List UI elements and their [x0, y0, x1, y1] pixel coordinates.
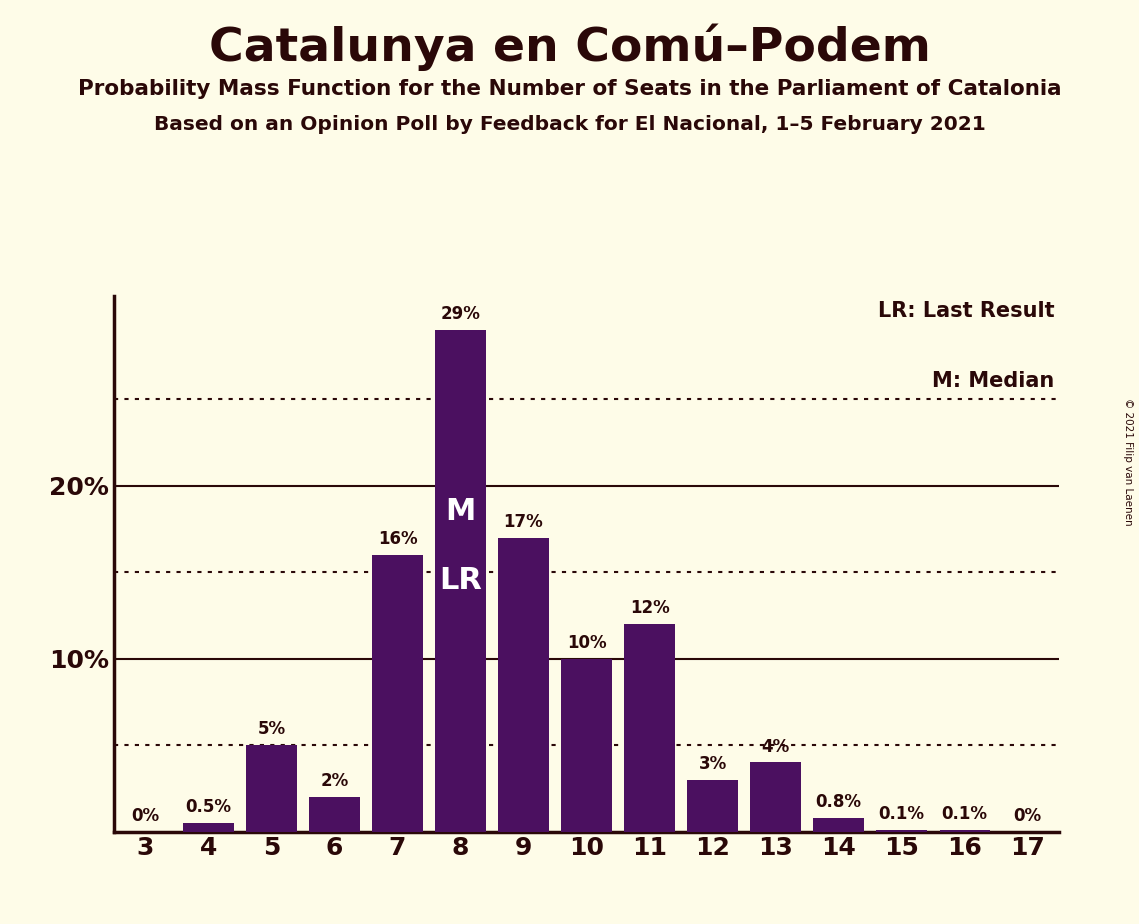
Text: 0.1%: 0.1% [878, 805, 925, 823]
Text: 0.8%: 0.8% [816, 793, 862, 811]
Text: Catalunya en Comú–Podem: Catalunya en Comú–Podem [208, 23, 931, 70]
Bar [435, 330, 485, 832]
Text: 4%: 4% [762, 737, 789, 756]
Text: 12%: 12% [630, 600, 670, 617]
Bar [624, 624, 674, 832]
Text: 29%: 29% [441, 305, 481, 323]
Text: 2%: 2% [320, 772, 349, 790]
Text: 0.5%: 0.5% [186, 798, 231, 816]
Bar [246, 745, 296, 832]
Text: M: Median: M: Median [933, 371, 1055, 391]
Bar [499, 538, 549, 832]
Bar [562, 659, 612, 832]
Text: 10%: 10% [567, 634, 606, 651]
Text: 5%: 5% [257, 720, 286, 738]
Text: 0%: 0% [1014, 807, 1042, 825]
Text: LR: LR [440, 566, 482, 595]
Bar [310, 797, 360, 832]
Bar [877, 830, 927, 832]
Text: Based on an Opinion Poll by Feedback for El Nacional, 1–5 February 2021: Based on an Opinion Poll by Feedback for… [154, 116, 985, 135]
Text: © 2021 Filip van Laenen: © 2021 Filip van Laenen [1123, 398, 1133, 526]
Bar [751, 762, 801, 832]
Bar [183, 823, 233, 832]
Text: 16%: 16% [378, 530, 417, 548]
Text: M: M [445, 497, 476, 527]
Text: 3%: 3% [698, 755, 727, 772]
Text: LR: Last Result: LR: Last Result [878, 301, 1055, 321]
Text: 17%: 17% [503, 513, 543, 530]
Text: 0%: 0% [131, 807, 159, 825]
Bar [688, 780, 738, 832]
Bar [940, 830, 990, 832]
Bar [813, 818, 863, 832]
Bar [372, 555, 423, 832]
Text: Probability Mass Function for the Number of Seats in the Parliament of Catalonia: Probability Mass Function for the Number… [77, 79, 1062, 99]
Text: 0.1%: 0.1% [942, 805, 988, 823]
